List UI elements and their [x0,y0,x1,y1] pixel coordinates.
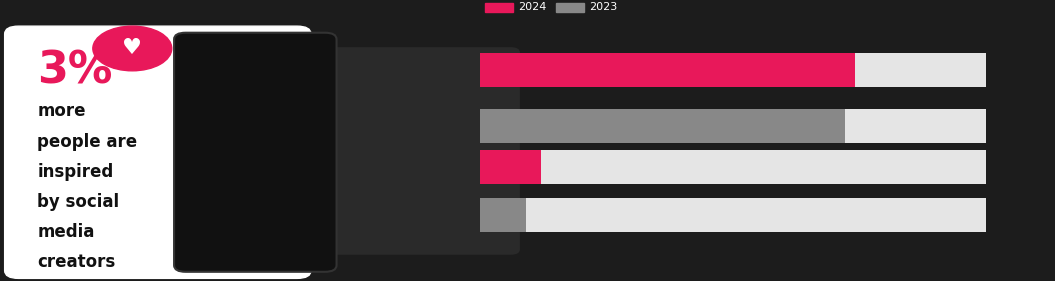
Text: ♥: ♥ [122,38,142,58]
Text: 3%: 3% [37,50,113,93]
Circle shape [93,26,172,71]
Bar [480,109,986,142]
Bar [480,150,986,183]
Text: media: media [37,223,95,241]
Bar [485,3,513,12]
Text: 2024: 2024 [518,2,546,12]
Text: by social: by social [37,193,119,211]
Text: creators: creators [37,253,115,271]
Bar [480,53,986,87]
Bar [480,150,541,183]
FancyBboxPatch shape [174,33,337,272]
Bar [480,198,525,232]
Text: inspired: inspired [37,163,113,181]
Bar [480,53,855,87]
FancyBboxPatch shape [4,26,311,278]
Text: people are: people are [37,133,137,151]
Text: 2023: 2023 [589,2,617,12]
Bar [556,3,583,12]
Text: more: more [37,102,85,120]
FancyBboxPatch shape [306,47,520,255]
Bar [480,109,845,142]
Bar [480,198,986,232]
